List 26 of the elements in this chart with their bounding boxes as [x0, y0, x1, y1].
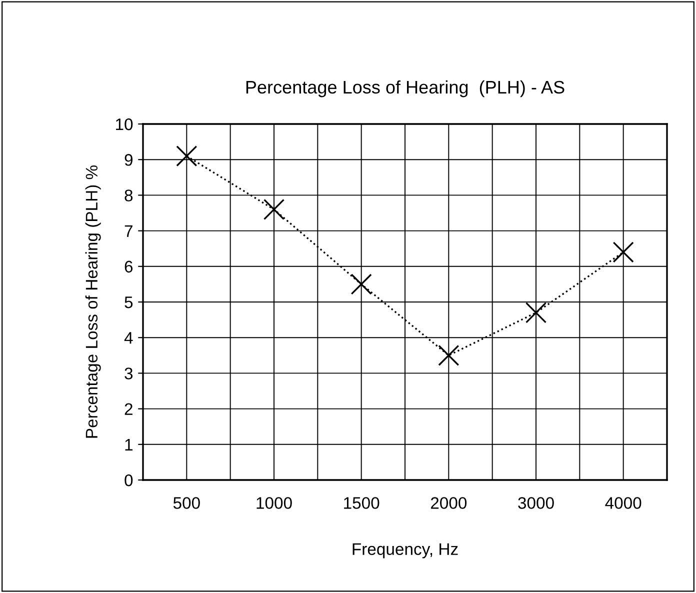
point	[263, 198, 285, 220]
x-tick-label: 1000	[256, 497, 292, 509]
x-axis-title: Frequency, Hz	[352, 543, 458, 558]
y-tick-label: 2	[124, 403, 132, 415]
y-tick-label: 4	[124, 332, 133, 344]
point	[612, 242, 634, 263]
y-axis-title: Percentage Loss of Hearing (PLH) %	[85, 165, 101, 438]
y-tick-label: 9	[124, 154, 132, 166]
y-tick-label: 3	[124, 368, 133, 380]
point	[350, 274, 372, 295]
y-tick-label: 5	[124, 296, 133, 308]
x-tick-label: 2000	[430, 497, 467, 509]
x-tick-label: 4000	[605, 497, 642, 509]
y-tick-label: 6	[124, 260, 133, 273]
y-tick-label: 7	[124, 225, 132, 237]
y-tick-label: 10	[116, 118, 133, 130]
y-tick-label: 0	[124, 474, 133, 486]
y-tick-label: 8	[124, 190, 133, 202]
y-tick-label: 1	[125, 438, 132, 450]
x-tick-label: 3000	[518, 497, 554, 509]
x-tick-label: 500	[173, 497, 200, 509]
point	[525, 302, 547, 324]
x-tick-label: 1500	[344, 497, 380, 509]
point	[176, 145, 198, 167]
point	[438, 344, 460, 366]
chart-title: Percentage Loss of Hearing (PLH) - AS	[246, 80, 564, 98]
